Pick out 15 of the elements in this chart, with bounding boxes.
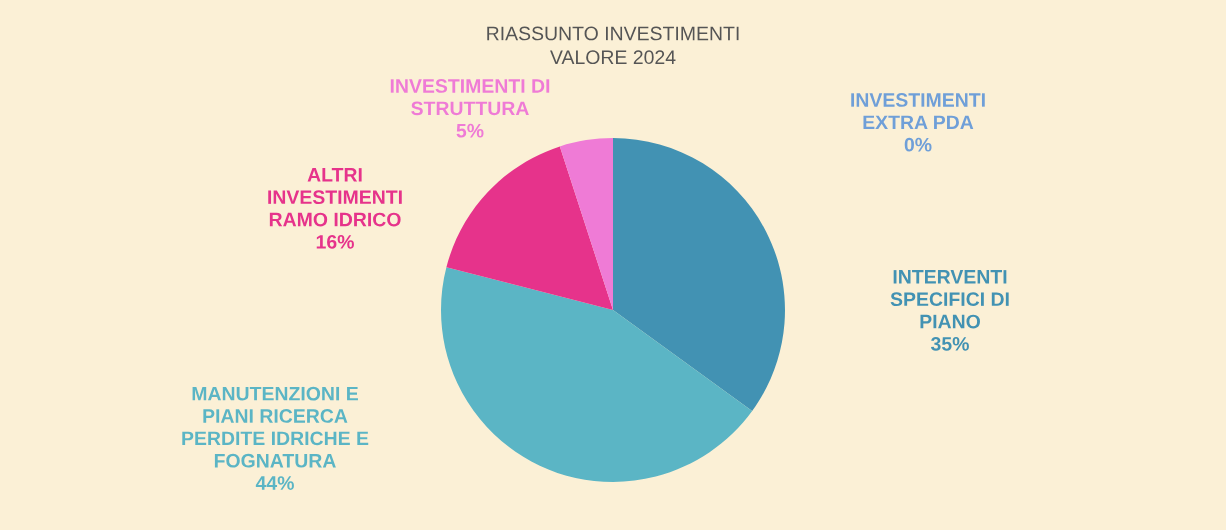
pie-slice	[446, 146, 613, 310]
pie-slice	[559, 138, 613, 310]
data-label: 16%	[316, 234, 354, 249]
slice-label: ALTRI INVESTIMENTI RAMO IDRICO	[268, 168, 402, 227]
pie-slice	[441, 267, 753, 482]
slice-label: INTERVENTI SPECIFICI DI PIANO	[890, 270, 1009, 329]
chart-title: RIASSUNTO INVESTIMENTI VALORE 2024	[487, 26, 739, 65]
data-label: 44%	[255, 476, 294, 490]
pie-slice	[613, 138, 785, 412]
data-label: 5%	[456, 123, 484, 138]
slice-label: INVESTIMENTI DI STRUTTURA	[390, 79, 550, 116]
slice-label: MANUTENZIONI E PIANI RICERCA PERDITE IDRICHE E FOGNATURA	[182, 386, 369, 468]
data-label: 35%	[930, 336, 969, 351]
text: 0%	[904, 137, 932, 152]
category-label: INVESTIMENTI EXTRA PDA	[851, 93, 985, 130]
